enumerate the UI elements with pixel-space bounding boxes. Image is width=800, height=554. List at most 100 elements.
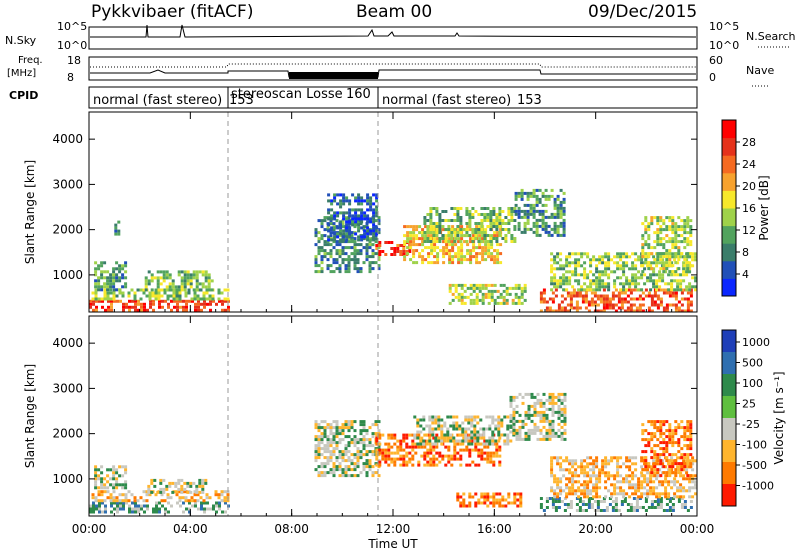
echo-region — [423, 207, 517, 243]
colorbar-swatch — [722, 120, 736, 139]
echo-region — [413, 415, 516, 446]
nsky-panel: N.Sky 10^5 10^0 10^5 10^0 N.Search — [5, 20, 796, 52]
echo-region — [94, 465, 128, 490]
velocity-ylabel: Slant Range [km] — [23, 364, 37, 468]
power-colorbar-swatches — [722, 120, 736, 297]
colorbar-swatch — [722, 155, 736, 174]
cpid-seg-2-id: 160 — [346, 87, 371, 102]
y-tick-label: 3000 — [52, 381, 83, 395]
y-tick-label: 4000 — [52, 336, 83, 350]
x-tick-label: 12:00 — [376, 522, 411, 536]
freq-tick-bottom: 8 — [67, 71, 74, 84]
colorbar-tick-label: 25 — [742, 398, 756, 411]
freq-panel: Freq. [MHz] 18 8 60 0 Nave — [7, 54, 774, 87]
echo-region — [314, 420, 381, 478]
echo-region — [641, 216, 693, 274]
colorbar-tick-label: 28 — [742, 136, 756, 149]
power-echo-regions — [89, 188, 698, 313]
colorbar-tick-label: 1000 — [742, 336, 770, 349]
echo-region — [448, 283, 527, 305]
colorbar-swatch — [722, 440, 736, 463]
colorbar-swatch — [722, 208, 736, 227]
velocity-y-axis: 1000 2000 3000 4000 — [52, 336, 697, 486]
colorbar-tick-label: -25 — [742, 418, 760, 431]
x-tick-label: 04:00 — [173, 522, 208, 536]
echo-region — [456, 492, 523, 508]
cpid-seg-1-id: 153 — [229, 93, 254, 108]
nsky-tick-bottom: 10^0 — [57, 39, 87, 52]
echo-region — [91, 288, 230, 301]
freq-label: Freq. — [18, 55, 43, 66]
echo-region — [641, 420, 693, 478]
nave-tick-bottom: 0 — [709, 71, 716, 84]
date-title: 09/Dec/2015 — [588, 2, 698, 22]
colorbar-swatch — [722, 396, 736, 419]
echo-region — [94, 261, 128, 292]
colorbar-tick-label: -500 — [742, 459, 767, 472]
y-tick-label: 1000 — [52, 268, 83, 282]
echo-region — [89, 299, 230, 312]
echo-region — [147, 478, 208, 494]
nsky-label: N.Sky — [5, 34, 37, 47]
echo-region — [89, 501, 230, 514]
power-ylabel: Slant Range [km] — [23, 160, 37, 264]
colorbar-swatch — [722, 243, 736, 262]
echo-region — [539, 288, 693, 313]
colorbar-swatch — [722, 484, 736, 507]
velocity-plot: 1000 2000 3000 4000 00:00 04:00 08:00 12:00 16:… — [23, 315, 715, 551]
power-colorbar-label: Power [dB] — [757, 175, 771, 240]
colorbar-swatch — [722, 462, 736, 485]
colorbar-swatch — [722, 278, 736, 297]
y-tick-label: 4000 — [52, 132, 83, 146]
velocity-colorbar-swatches — [722, 330, 736, 507]
colorbar-tick-label: -1000 — [742, 480, 774, 493]
freq-tick-top: 18 — [67, 54, 81, 67]
colorbar-swatch — [722, 418, 736, 441]
colorbar-tick-label: 8 — [742, 246, 749, 259]
colorbar-swatch — [722, 330, 736, 353]
x-tick-label: 08:00 — [274, 522, 309, 536]
velocity-colorbar-ticks: 1000 500 100 25 -25 -100 -500 -1000 — [736, 336, 774, 493]
y-tick-label: 3000 — [52, 177, 83, 191]
station-title: Pykkvibaer (fitACF) — [91, 2, 254, 22]
velocity-echo-regions — [89, 392, 698, 514]
power-x-ticks — [88, 112, 698, 312]
echo-region — [539, 497, 693, 512]
freq-unit-label: [MHz] — [7, 68, 36, 79]
colorbar-swatch — [722, 190, 736, 209]
cpid-seg-1-name: normal (fast stereo) — [93, 93, 222, 108]
colorbar-tick-label: 16 — [742, 202, 756, 215]
cpid-label: CPID — [9, 89, 38, 102]
cpid-seg-3-id: 153 — [517, 93, 542, 108]
velocity-colorbar: 1000 500 100 25 -25 -100 -500 -1000 Velocity [m… — [721, 329, 786, 507]
nsearch-label: N.Search — [746, 30, 796, 43]
power-colorbar: 4 8 12 16 20 24 28 Power [dB] — [721, 119, 771, 297]
y-tick-label: 2000 — [52, 427, 83, 441]
nsearch-tick-top: 10^5 — [709, 20, 739, 33]
nsky-tick-top: 10^5 — [57, 20, 87, 33]
x-tick-label: 00:00 — [72, 522, 107, 536]
cpid-seg-3-name: normal (fast stereo) — [382, 93, 511, 108]
cpid-panel: CPID normal (fast stereo) 153 stereoscan… — [9, 86, 698, 109]
y-tick-label: 1000 — [52, 472, 83, 486]
colorbar-tick-label: 4 — [742, 268, 749, 281]
colorbar-tick-label: -100 — [742, 439, 767, 452]
colorbar-swatch — [722, 172, 736, 191]
colorbar-tick-label: 20 — [742, 180, 756, 193]
beam-title: Beam 00 — [356, 2, 433, 22]
power-plot: 1000 2000 3000 4000 Slant Range [km] — [23, 111, 698, 313]
echo-region — [91, 490, 230, 503]
cpid-seg-2-name: stereoscan Losse — [231, 87, 343, 102]
x-axis-label: Time UT — [367, 537, 418, 551]
nsearch-tick-bottom: 10^0 — [709, 39, 739, 52]
echo-region — [375, 433, 502, 467]
colorbar-swatch — [722, 352, 736, 375]
echo-region — [509, 392, 567, 441]
echo-region — [514, 188, 566, 237]
x-tick-label: 00:00 — [680, 522, 715, 536]
echo-region — [550, 252, 698, 292]
colorbar-tick-label: 12 — [742, 224, 756, 237]
nave-label: Nave — [746, 64, 774, 77]
velocity-x-ticks: 00:00 04:00 08:00 12:00 16:00 20:00 00:00 — [72, 316, 715, 536]
